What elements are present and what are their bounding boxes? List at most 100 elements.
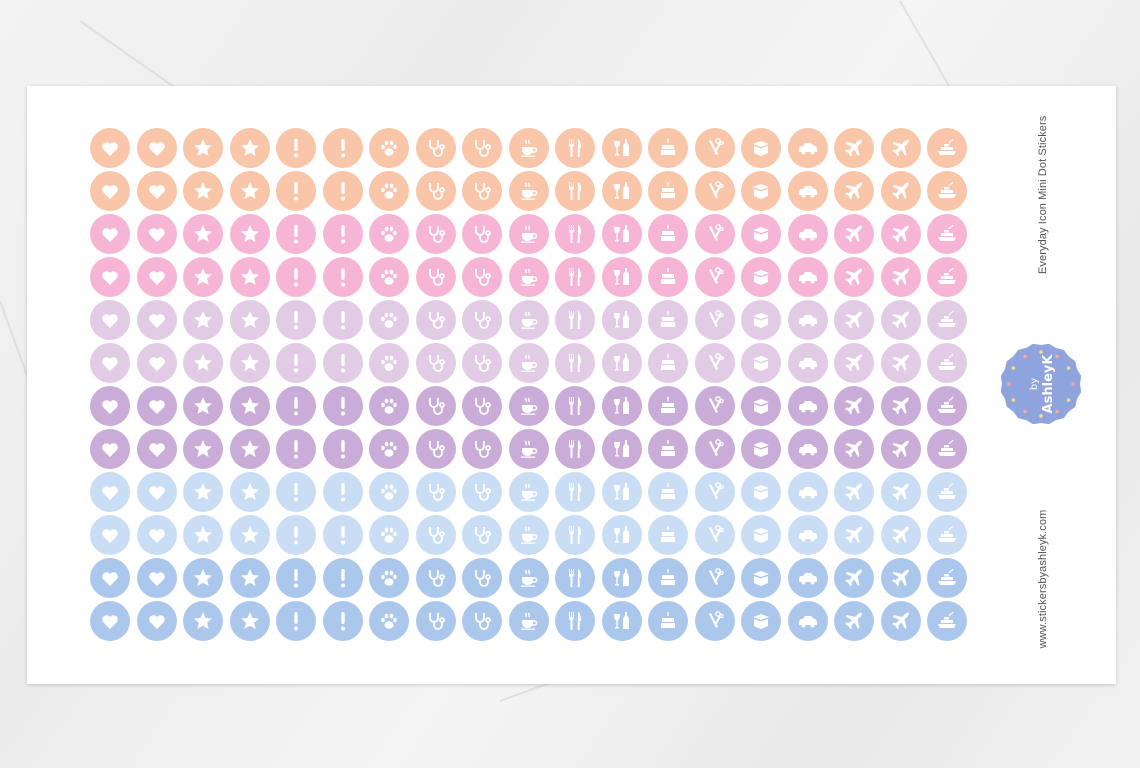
star-icon: [194, 354, 212, 371]
star-icon: [194, 483, 212, 500]
ship-icon: [938, 568, 956, 585]
airplane-icon: [891, 397, 909, 415]
sticker-dot-cake: [648, 128, 688, 168]
airplane-icon: [845, 268, 862, 286]
star-icon: [194, 225, 212, 242]
ashleyk-logo: by AshleyK: [1001, 344, 1081, 424]
cake-icon: [661, 182, 675, 198]
sticker-dot-car: [787, 429, 828, 469]
sticker-dot-airplane: [834, 343, 874, 383]
box-icon: [753, 485, 769, 500]
sticker-dot-hair-clip: [694, 558, 735, 598]
airplane-icon: [845, 139, 862, 157]
airplane-icon: [845, 569, 862, 587]
sticker-dot-heart: [136, 515, 177, 555]
box-icon: [753, 184, 769, 199]
paw-icon: [381, 613, 397, 629]
sticker-dot-box: [741, 472, 781, 512]
exclamation-icon: [294, 354, 298, 373]
sticker-dot-star: [183, 300, 223, 340]
hair-clip-icon: [708, 138, 724, 155]
sticker-dot-airplane: [834, 257, 874, 297]
wine-icon: [613, 139, 629, 156]
heart-icon: [102, 529, 118, 543]
sticker-dot-heart: [90, 300, 130, 340]
sticker-dot-stethoscope: [462, 128, 502, 168]
sticker-dot-airplane: [880, 429, 921, 469]
sticker-dot-wine: [601, 343, 642, 383]
sticker-dot-heart: [90, 386, 130, 426]
sticker-dot-stethoscope: [462, 300, 502, 340]
sticker-dot-stethoscope: [462, 515, 502, 555]
exclamation-icon: [340, 483, 345, 502]
car-icon: [798, 616, 817, 628]
sticker-dot-car: [787, 214, 828, 254]
sticker-dot-exclamation: [322, 558, 363, 598]
star-icon: [240, 526, 259, 543]
wine-icon: [613, 397, 629, 414]
logo-heart-icon: [1039, 350, 1043, 354]
sticker-dot-star: [229, 386, 270, 426]
sticker-dot-paw: [369, 386, 409, 426]
sticker-dot-fork-knife: [555, 214, 595, 254]
heart-icon: [148, 228, 165, 242]
sticker-dot-heart: [136, 257, 177, 297]
sticker-dot-ship: [927, 386, 967, 426]
star-icon: [194, 268, 212, 285]
stethoscope-icon: [475, 441, 491, 458]
heart-icon: [148, 615, 165, 629]
star-icon: [194, 612, 212, 629]
stethoscope-icon: [475, 140, 491, 157]
airplane-icon: [891, 182, 909, 200]
heart-icon: [102, 142, 118, 156]
sticker-dot-exclamation: [322, 128, 363, 168]
coffee-cup-icon: [520, 182, 537, 200]
sticker-dot-star: [183, 429, 223, 469]
airplane-icon: [845, 225, 862, 243]
sticker-dot-exclamation: [276, 300, 316, 340]
sticker-dot-car: [787, 343, 828, 383]
sticker-dot-exclamation: [276, 257, 316, 297]
sticker-dot-airplane: [834, 601, 874, 641]
box-icon: [753, 356, 769, 371]
sticker-dot-exclamation: [276, 128, 316, 168]
sticker-dot-car: [787, 171, 828, 211]
wine-icon: [613, 483, 629, 500]
sticker-dot-airplane: [834, 300, 874, 340]
star-icon: [240, 569, 259, 586]
sticker-dot-ship: [927, 472, 967, 512]
box-icon: [753, 227, 769, 242]
star-icon: [194, 526, 212, 543]
cake-icon: [661, 397, 675, 413]
sticker-dot-ship: [927, 300, 967, 340]
sticker-dot-wine: [601, 515, 642, 555]
logo-text-name: AshleyK: [1041, 354, 1056, 414]
sticker-dot-exclamation: [322, 257, 363, 297]
sticker-dot-exclamation: [322, 386, 363, 426]
fork-knife-icon: [568, 397, 581, 415]
sticker-dot-exclamation: [276, 171, 316, 211]
sticker-dot-paw: [369, 515, 409, 555]
sticker-dot-paw: [369, 429, 409, 469]
heart-icon: [102, 572, 118, 586]
sticker-dot-cake: [648, 171, 688, 211]
star-icon: [194, 397, 212, 414]
sticker-dot-cake: [648, 429, 688, 469]
logo-badge: [1001, 344, 1081, 424]
star-icon: [240, 311, 259, 328]
sticker-dot-star: [183, 343, 223, 383]
sticker-dot-airplane: [880, 472, 921, 512]
ship-icon: [938, 181, 956, 198]
sticker-dot-exclamation: [276, 429, 316, 469]
sticker-dot-stethoscope: [415, 386, 456, 426]
sticker-dot-cake: [648, 558, 688, 598]
wine-icon: [613, 268, 629, 285]
sticker-dot-stethoscope: [415, 300, 456, 340]
exclamation-icon: [294, 225, 298, 244]
airplane-icon: [845, 182, 862, 200]
sticker-dot-coffee-cup: [508, 300, 549, 340]
paw-icon: [381, 312, 397, 328]
hair-clip-icon: [708, 224, 724, 241]
sticker-dot-box: [741, 171, 781, 211]
stethoscope-icon: [428, 183, 445, 200]
